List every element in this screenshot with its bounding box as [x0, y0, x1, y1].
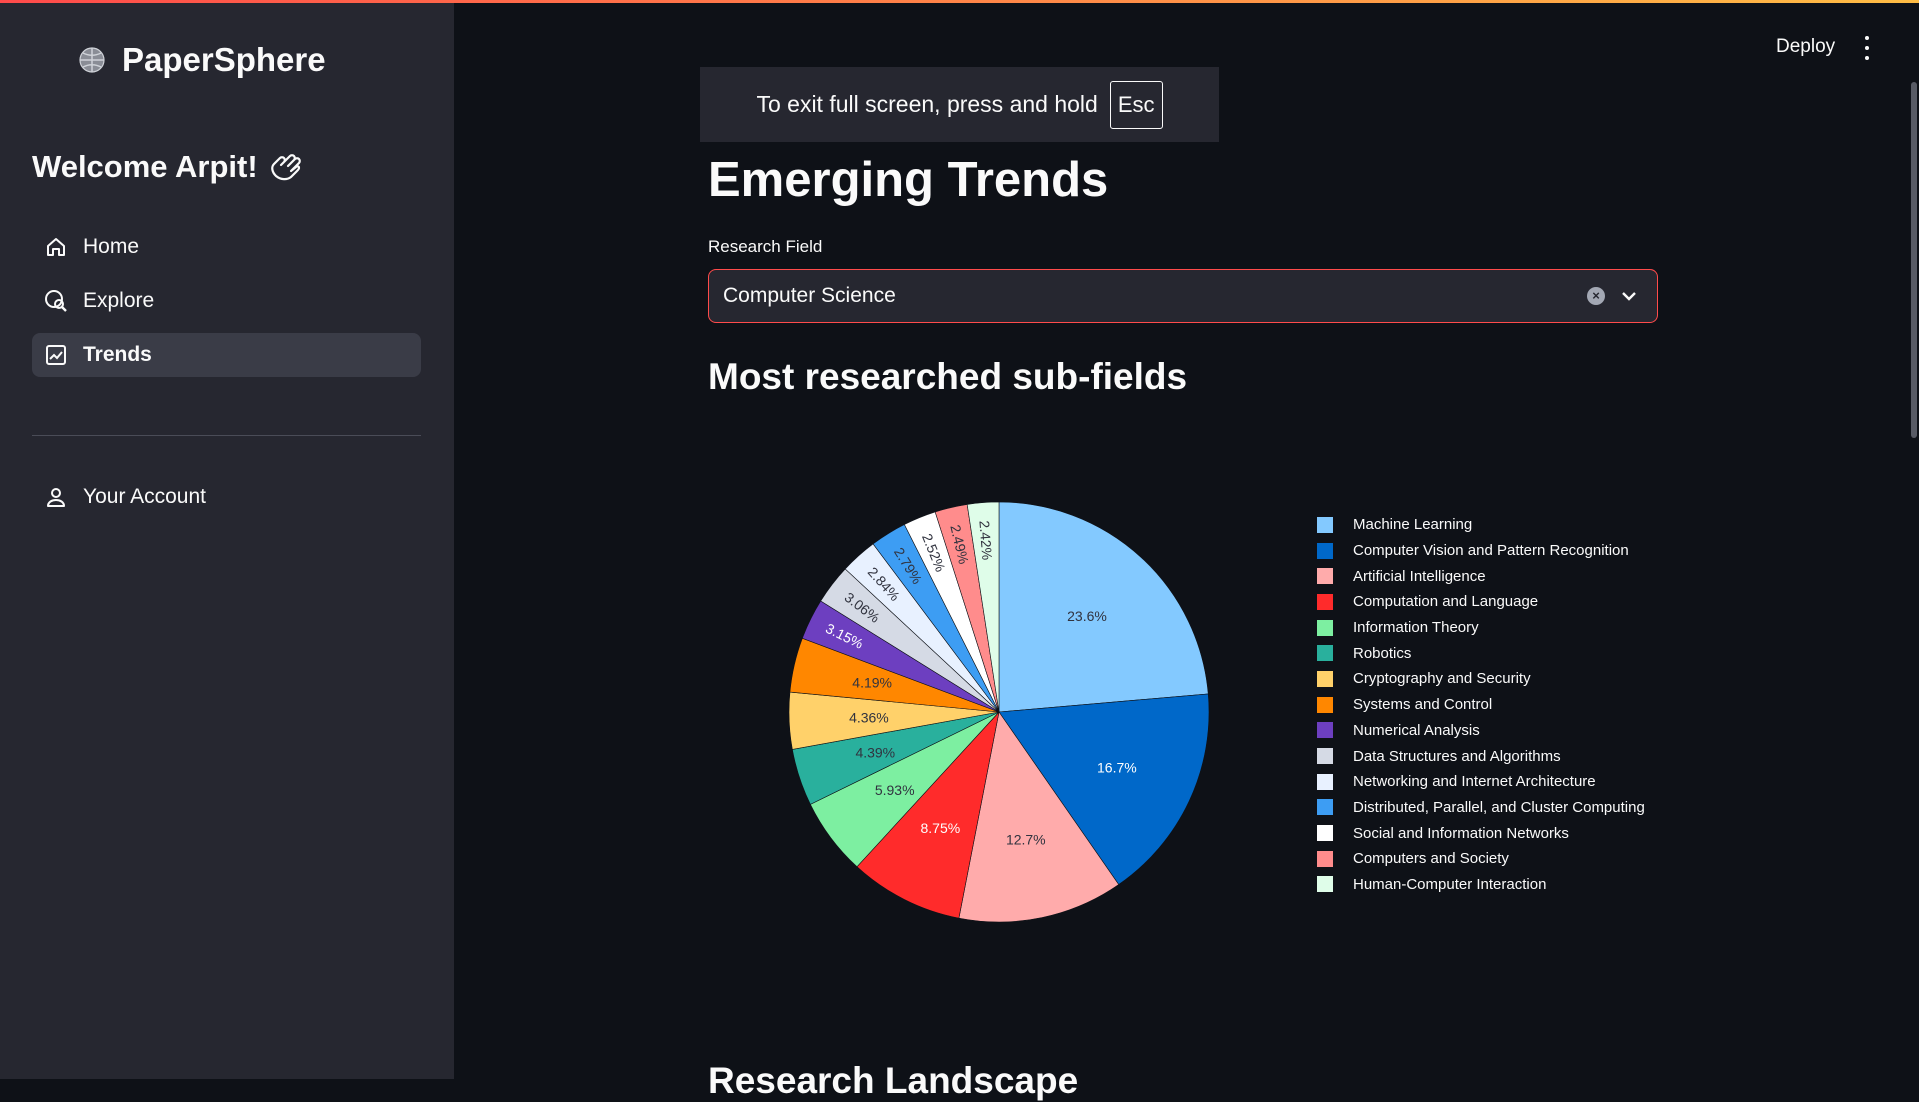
research-field-label: Research Field — [708, 237, 823, 256]
sidebar-divider — [32, 435, 421, 436]
research-field-select[interactable]: Computer Science × — [708, 269, 1658, 323]
pie-slice-label: 2.42% — [976, 520, 995, 561]
sidebar-item-account[interactable]: Your Account — [32, 475, 421, 519]
sidebar-item-label: Your Account — [83, 485, 206, 508]
legend-item-distributed-parallel-and-cluster-computing[interactable]: Distributed, Parallel, and Cluster Compu… — [1317, 795, 1645, 821]
legend-item-computation-and-language[interactable]: Computation and Language — [1317, 589, 1645, 615]
legend-swatch — [1317, 748, 1333, 765]
legend-item-machine-learning[interactable]: Machine Learning — [1317, 512, 1645, 538]
section-heading-next: Research Landscape — [708, 1060, 1079, 1101]
legend-item-social-and-information-networks[interactable]: Social and Information Networks — [1317, 820, 1645, 846]
legend-label: Machine Learning — [1353, 516, 1473, 534]
legend-swatch — [1317, 645, 1333, 662]
legend-swatch — [1317, 850, 1333, 867]
legend-swatch — [1317, 568, 1333, 585]
welcome-text: Welcome Arpit! — [32, 149, 258, 184]
legend-swatch — [1317, 593, 1333, 610]
pie-slice-label: 4.39% — [855, 745, 895, 761]
legend-item-systems-and-control[interactable]: Systems and Control — [1317, 692, 1645, 718]
legend-item-artificial-intelligence[interactable]: Artificial Intelligence — [1317, 563, 1645, 589]
legend-item-cryptography-and-security[interactable]: Cryptography and Security — [1317, 666, 1645, 692]
legend-swatch — [1317, 722, 1333, 739]
legend-label: Systems and Control — [1353, 696, 1493, 714]
legend-label: Cryptography and Security — [1353, 670, 1531, 688]
scrollbar[interactable] — [1911, 82, 1917, 438]
legend-label: Artificial Intelligence — [1353, 567, 1486, 585]
legend-item-data-structures-and-algorithms[interactable]: Data Structures and Algorithms — [1317, 743, 1645, 769]
sidebar-item-label: Trends — [83, 343, 152, 366]
sidebar-item-home[interactable]: Home — [32, 225, 421, 269]
legend-label: Social and Information Networks — [1353, 824, 1569, 842]
legend-label: Human-Computer Interaction — [1353, 875, 1547, 893]
home-icon — [43, 234, 69, 260]
sidebar-item-trends[interactable]: Trends — [32, 333, 421, 377]
legend-swatch — [1317, 670, 1333, 687]
legend-swatch — [1317, 619, 1333, 636]
legend-swatch — [1317, 876, 1333, 893]
pie-slice-computer-vision-and-pattern-recognition[interactable] — [998, 693, 1210, 885]
legend-item-human-computer-interaction[interactable]: Human-Computer Interaction — [1317, 872, 1645, 898]
sidebar: PaperSphere Welcome Arpit! Home Explore … — [0, 3, 454, 1079]
trends-icon — [43, 342, 69, 368]
chevron-down-icon[interactable] — [1619, 286, 1639, 306]
top-accent-bar — [0, 0, 1919, 3]
pie-slice-machine-learning[interactable] — [998, 501, 1209, 713]
pie-slice-label: 4.36% — [849, 709, 889, 725]
pie-slice-artificial-intelligence[interactable] — [958, 711, 1120, 923]
pie-slice-human-computer-interaction[interactable] — [966, 501, 1000, 713]
legend-swatch — [1317, 542, 1333, 559]
legend-label: Data Structures and Algorithms — [1353, 747, 1561, 765]
legend-swatch — [1317, 799, 1333, 816]
legend-swatch — [1317, 773, 1333, 790]
legend-swatch — [1317, 696, 1333, 713]
page-title: Emerging Trends — [708, 153, 1109, 207]
legend-swatch — [1317, 516, 1333, 533]
fullscreen-toast: To exit full screen, press and hold Esc — [700, 67, 1219, 142]
chart-legend: Machine Learning Computer Vision and Patt… — [1317, 512, 1645, 897]
legend-label: Information Theory — [1353, 619, 1479, 637]
pie-chart: 23.6% 16.7% 12.7% 8.75% 5.93% 4.39% 4.36% 4.19%… — [788, 501, 1210, 923]
toast-text: To exit full screen, press and hold — [756, 91, 1098, 117]
legend-item-numerical-analysis[interactable]: Numerical Analysis — [1317, 718, 1645, 744]
pie-slice-computation-and-language[interactable] — [856, 711, 1000, 919]
sidebar-item-explore[interactable]: Explore — [32, 279, 421, 323]
pie-slice-label: 4.19% — [852, 675, 892, 691]
pie-slice-label: 23.6% — [1067, 608, 1107, 624]
globe-icon — [79, 47, 105, 73]
legend-label: Computers and Society — [1353, 850, 1509, 868]
sidebar-item-label: Home — [83, 235, 140, 258]
legend-item-networking-and-internet-architecture[interactable]: Networking and Internet Architecture — [1317, 769, 1645, 795]
section-heading: Most researched sub-fields — [708, 356, 1188, 397]
legend-label: Networking and Internet Architecture — [1353, 773, 1596, 791]
legend-item-robotics[interactable]: Robotics — [1317, 640, 1645, 666]
legend-item-information-theory[interactable]: Information Theory — [1317, 615, 1645, 641]
pie-slice-label: 5.93% — [875, 782, 915, 798]
legend-label: Computation and Language — [1353, 593, 1539, 611]
legend-label: Distributed, Parallel, and Cluster Compu… — [1353, 798, 1645, 816]
app-name: PaperSphere — [122, 41, 326, 78]
brand[interactable]: PaperSphere — [78, 41, 326, 79]
legend-swatch — [1317, 825, 1333, 842]
legend-label: Computer Vision and Pattern Recognition — [1353, 542, 1629, 560]
pie-slice-label: 12.7% — [1006, 831, 1046, 847]
main-menu-icon[interactable] — [1860, 36, 1874, 60]
esc-key: Esc — [1109, 80, 1163, 129]
legend-item-computer-vision-and-pattern-recognition[interactable]: Computer Vision and Pattern Recognition — [1317, 538, 1645, 564]
sidebar-item-label: Explore — [83, 289, 155, 312]
research-field-value: Computer Science — [723, 284, 896, 307]
pie-slice-label: 16.7% — [1097, 759, 1137, 775]
clear-icon[interactable]: × — [1587, 287, 1605, 305]
welcome-heading: Welcome Arpit! — [32, 149, 302, 185]
legend-label: Robotics — [1353, 644, 1412, 662]
legend-label: Numerical Analysis — [1353, 721, 1480, 739]
explore-icon — [43, 288, 69, 314]
pie-slice-label: 8.75% — [920, 820, 960, 836]
legend-item-computers-and-society[interactable]: Computers and Society — [1317, 846, 1645, 872]
deploy-button[interactable]: Deploy — [1776, 36, 1836, 57]
waving-hand-icon — [270, 154, 301, 181]
user-icon — [43, 484, 69, 510]
